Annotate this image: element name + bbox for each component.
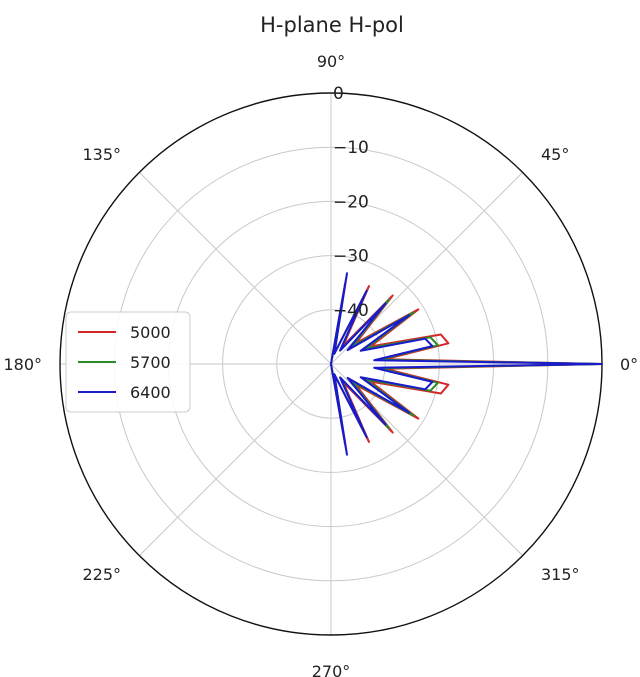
series-line-6400 bbox=[330, 272, 603, 456]
grid-spoke bbox=[139, 363, 332, 556]
radial-tick-label: −10 bbox=[333, 138, 369, 158]
radial-tick-label: −40 bbox=[333, 301, 369, 321]
angle-tick-label: 270° bbox=[312, 662, 351, 677]
angle-tick-label: 45° bbox=[541, 145, 569, 164]
angle-tick-label: 180° bbox=[3, 355, 42, 374]
angle-tick-label: 90° bbox=[317, 52, 345, 71]
legend-box bbox=[65, 311, 191, 413]
legend: 5000 5700 6400 bbox=[65, 311, 191, 413]
legend-label: 5700 bbox=[130, 353, 171, 372]
radial-tick-label: 0 bbox=[333, 84, 344, 104]
angle-tick-label: 0° bbox=[620, 355, 638, 374]
grid-spoke bbox=[139, 172, 332, 365]
legend-label: 5000 bbox=[130, 323, 171, 342]
radial-tick-label: −20 bbox=[333, 192, 369, 212]
legend-label: 6400 bbox=[130, 383, 171, 402]
chart-title: H-plane H-pol bbox=[260, 13, 404, 37]
radial-tick-label: −30 bbox=[333, 247, 369, 267]
angle-tick-label: 315° bbox=[541, 565, 580, 584]
angle-tick-label: 225° bbox=[82, 565, 121, 584]
angle-tick-label: 135° bbox=[82, 145, 121, 164]
tick-labels: 0° 45° 90° 135° 180° 225° 270° 315° 0 −10 −20 −30 −4… bbox=[3, 52, 638, 677]
series-layer bbox=[330, 272, 603, 456]
